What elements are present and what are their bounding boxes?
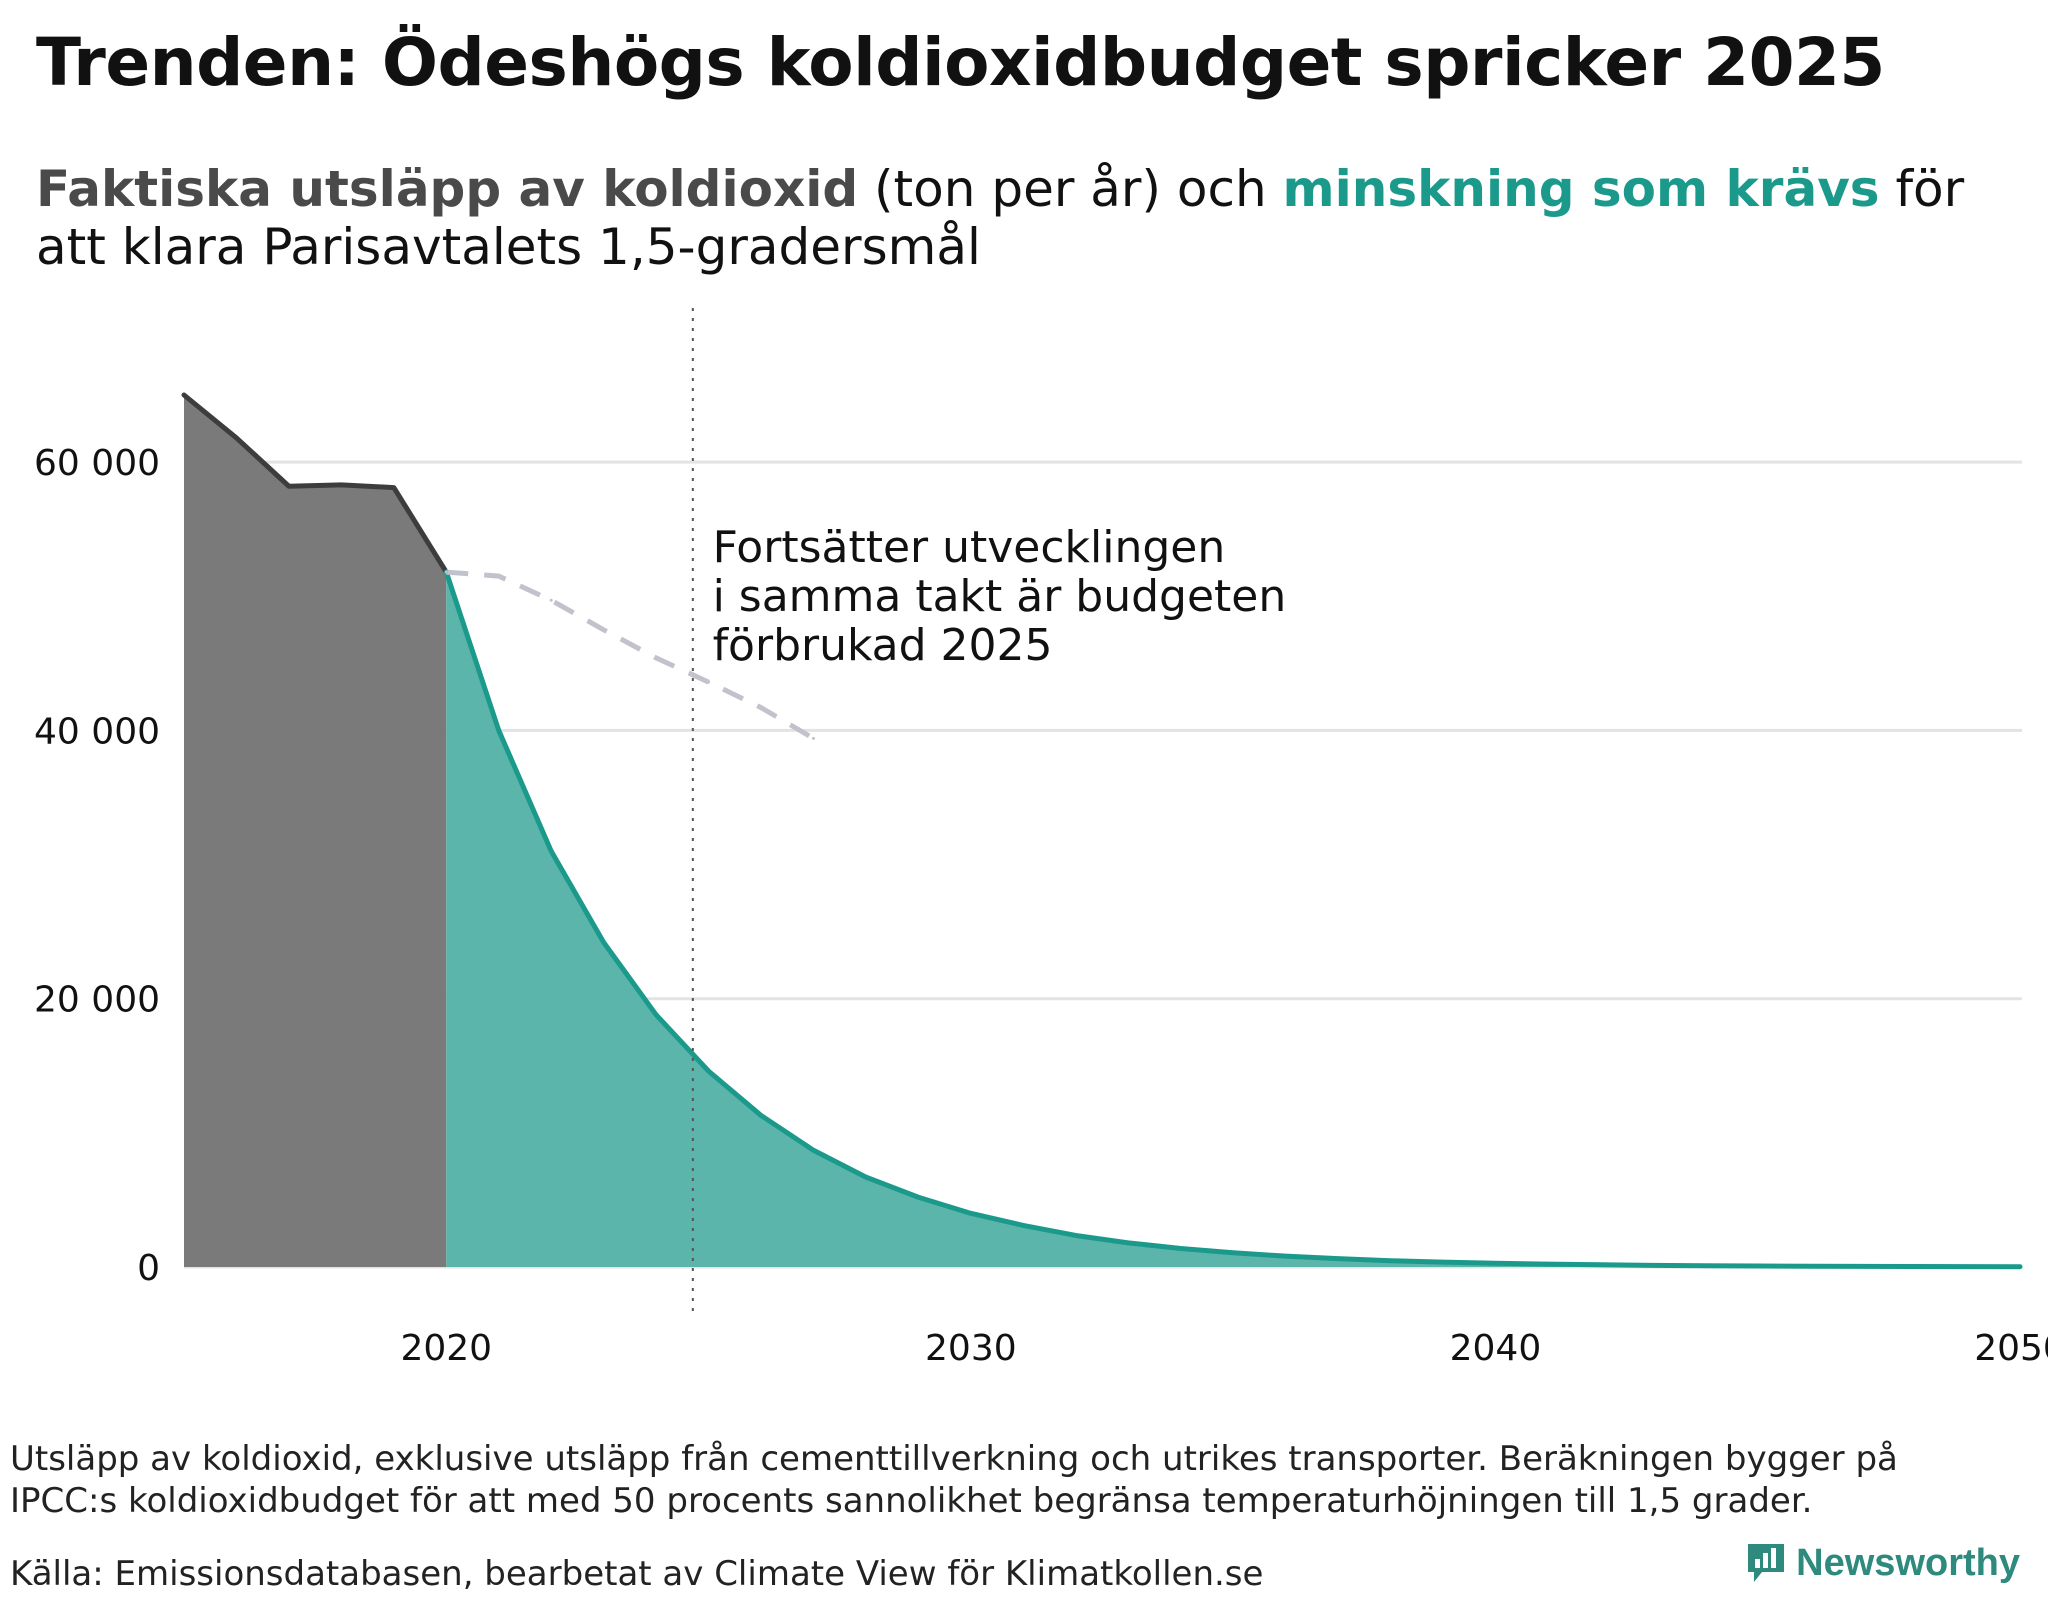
required-reduction-point-2030	[969, 1211, 973, 1215]
source-credit: Källa: Emissionsdatabasen, bearbetat av …	[10, 1554, 1264, 1594]
x-tick-label-2020: 2020	[400, 1328, 492, 1369]
required-reduction-point-2037	[1336, 1257, 1340, 1261]
newsworthy-logo[interactable]: Newsworthy	[1744, 1540, 2020, 1586]
data-points	[182, 393, 2022, 1269]
trend-point-2020	[444, 570, 448, 574]
required-reduction-point-2032	[1074, 1233, 1078, 1237]
required-reduction-point-2049	[1966, 1265, 1970, 1269]
trend-line	[446, 569, 815, 741]
required-reduction-point-2050	[2018, 1265, 2022, 1269]
required-reduction-point-2047	[1861, 1264, 1865, 1268]
required-reduction-point-2044	[1703, 1264, 1707, 1268]
annotation-line-1: Fortsätter utvecklingen	[713, 522, 1226, 573]
required-reduction-point-2022	[549, 849, 553, 853]
required-reduction-point-2036	[1284, 1254, 1288, 1258]
x-tick-label-2030: 2030	[925, 1328, 1017, 1369]
required-reduction-point-2035	[1231, 1251, 1235, 1255]
y-axis: 0 20 000 40 000 60 000	[34, 443, 160, 1289]
chart-title: Trenden: Ödeshögs koldioxidbudget sprick…	[36, 24, 1885, 101]
required-reduction-point-2042	[1598, 1263, 1602, 1267]
required-reduction-point-2029	[916, 1195, 920, 1199]
actual-emissions-point-2017	[287, 484, 291, 488]
trend-point-2025	[707, 680, 711, 684]
subtitle-required-reduction: minskning som krävs	[1282, 160, 1880, 218]
actual-emissions-area	[184, 395, 447, 1267]
subtitle-unit: (ton per år) och	[858, 160, 1283, 218]
chart-subtitle: Faktiska utsläpp av koldioxid (ton per å…	[36, 160, 2026, 276]
actual-emissions-point-2019	[392, 486, 396, 490]
newsworthy-chat-bars-icon	[1748, 1544, 1785, 1582]
annotation-line-3: förbrukad 2025	[713, 620, 1053, 671]
required-reduction-point-2041	[1546, 1262, 1550, 1266]
required-reduction-point-2023	[602, 940, 606, 944]
y-tick-label-0: 0	[137, 1248, 160, 1289]
required-reduction-point-2028	[864, 1175, 868, 1179]
required-reduction-point-2021	[497, 728, 501, 732]
required-reduction-point-2025	[707, 1069, 711, 1073]
required-reduction-area	[446, 572, 2021, 1267]
required-reduction-point-2039	[1441, 1260, 1445, 1264]
required-reduction-point-2024	[654, 1013, 658, 1017]
footnote: Utsläpp av koldioxid, exklusive utsläpp …	[10, 1439, 1898, 1521]
required-reduction-point-2040	[1493, 1261, 1497, 1265]
y-tick-label-60000: 60 000	[34, 443, 160, 484]
required-reduction-point-2034	[1179, 1246, 1183, 1250]
required-reduction-point-2033	[1126, 1241, 1130, 1245]
required-reduction-point-2038	[1389, 1259, 1393, 1263]
actual-emissions-point-2015	[182, 393, 186, 397]
required-reduction-point-2031	[1021, 1223, 1025, 1227]
required-reduction-point-2046	[1808, 1264, 1812, 1268]
emission-areas	[184, 395, 2021, 1267]
newsworthy-logo-text: Newsworthy	[1796, 1541, 2020, 1584]
trend-point-2024	[654, 656, 658, 660]
y-tick-label-40000: 40 000	[34, 711, 160, 752]
subtitle-goal: för att klara Parisavtalets 1,5-gradersm…	[36, 160, 1965, 276]
subtitle-actual-emissions: Faktiska utsläpp av koldioxid	[36, 160, 859, 218]
required-reduction-point-2045	[1756, 1264, 1760, 1268]
annotation-line-2: i samma takt är budgeten	[713, 571, 1287, 622]
required-reduction-point-2048	[1913, 1265, 1917, 1269]
trend-point-2026	[759, 706, 763, 710]
trend-point-2027	[811, 736, 815, 740]
actual-emissions-point-2018	[339, 483, 343, 487]
trend-point-2021	[497, 574, 501, 578]
required-reduction-point-2027	[811, 1148, 815, 1152]
x-tick-label-2040: 2040	[1450, 1328, 1542, 1369]
y-tick-label-20000: 20 000	[34, 980, 160, 1021]
required-reduction-point-2043	[1651, 1263, 1655, 1267]
trend-point-2023	[602, 628, 606, 632]
actual-emissions-point-2016	[234, 436, 238, 440]
required-reduction-point-2026	[759, 1113, 763, 1117]
actual-emissions-line	[181, 392, 449, 575]
trend-point-2022	[549, 598, 553, 602]
